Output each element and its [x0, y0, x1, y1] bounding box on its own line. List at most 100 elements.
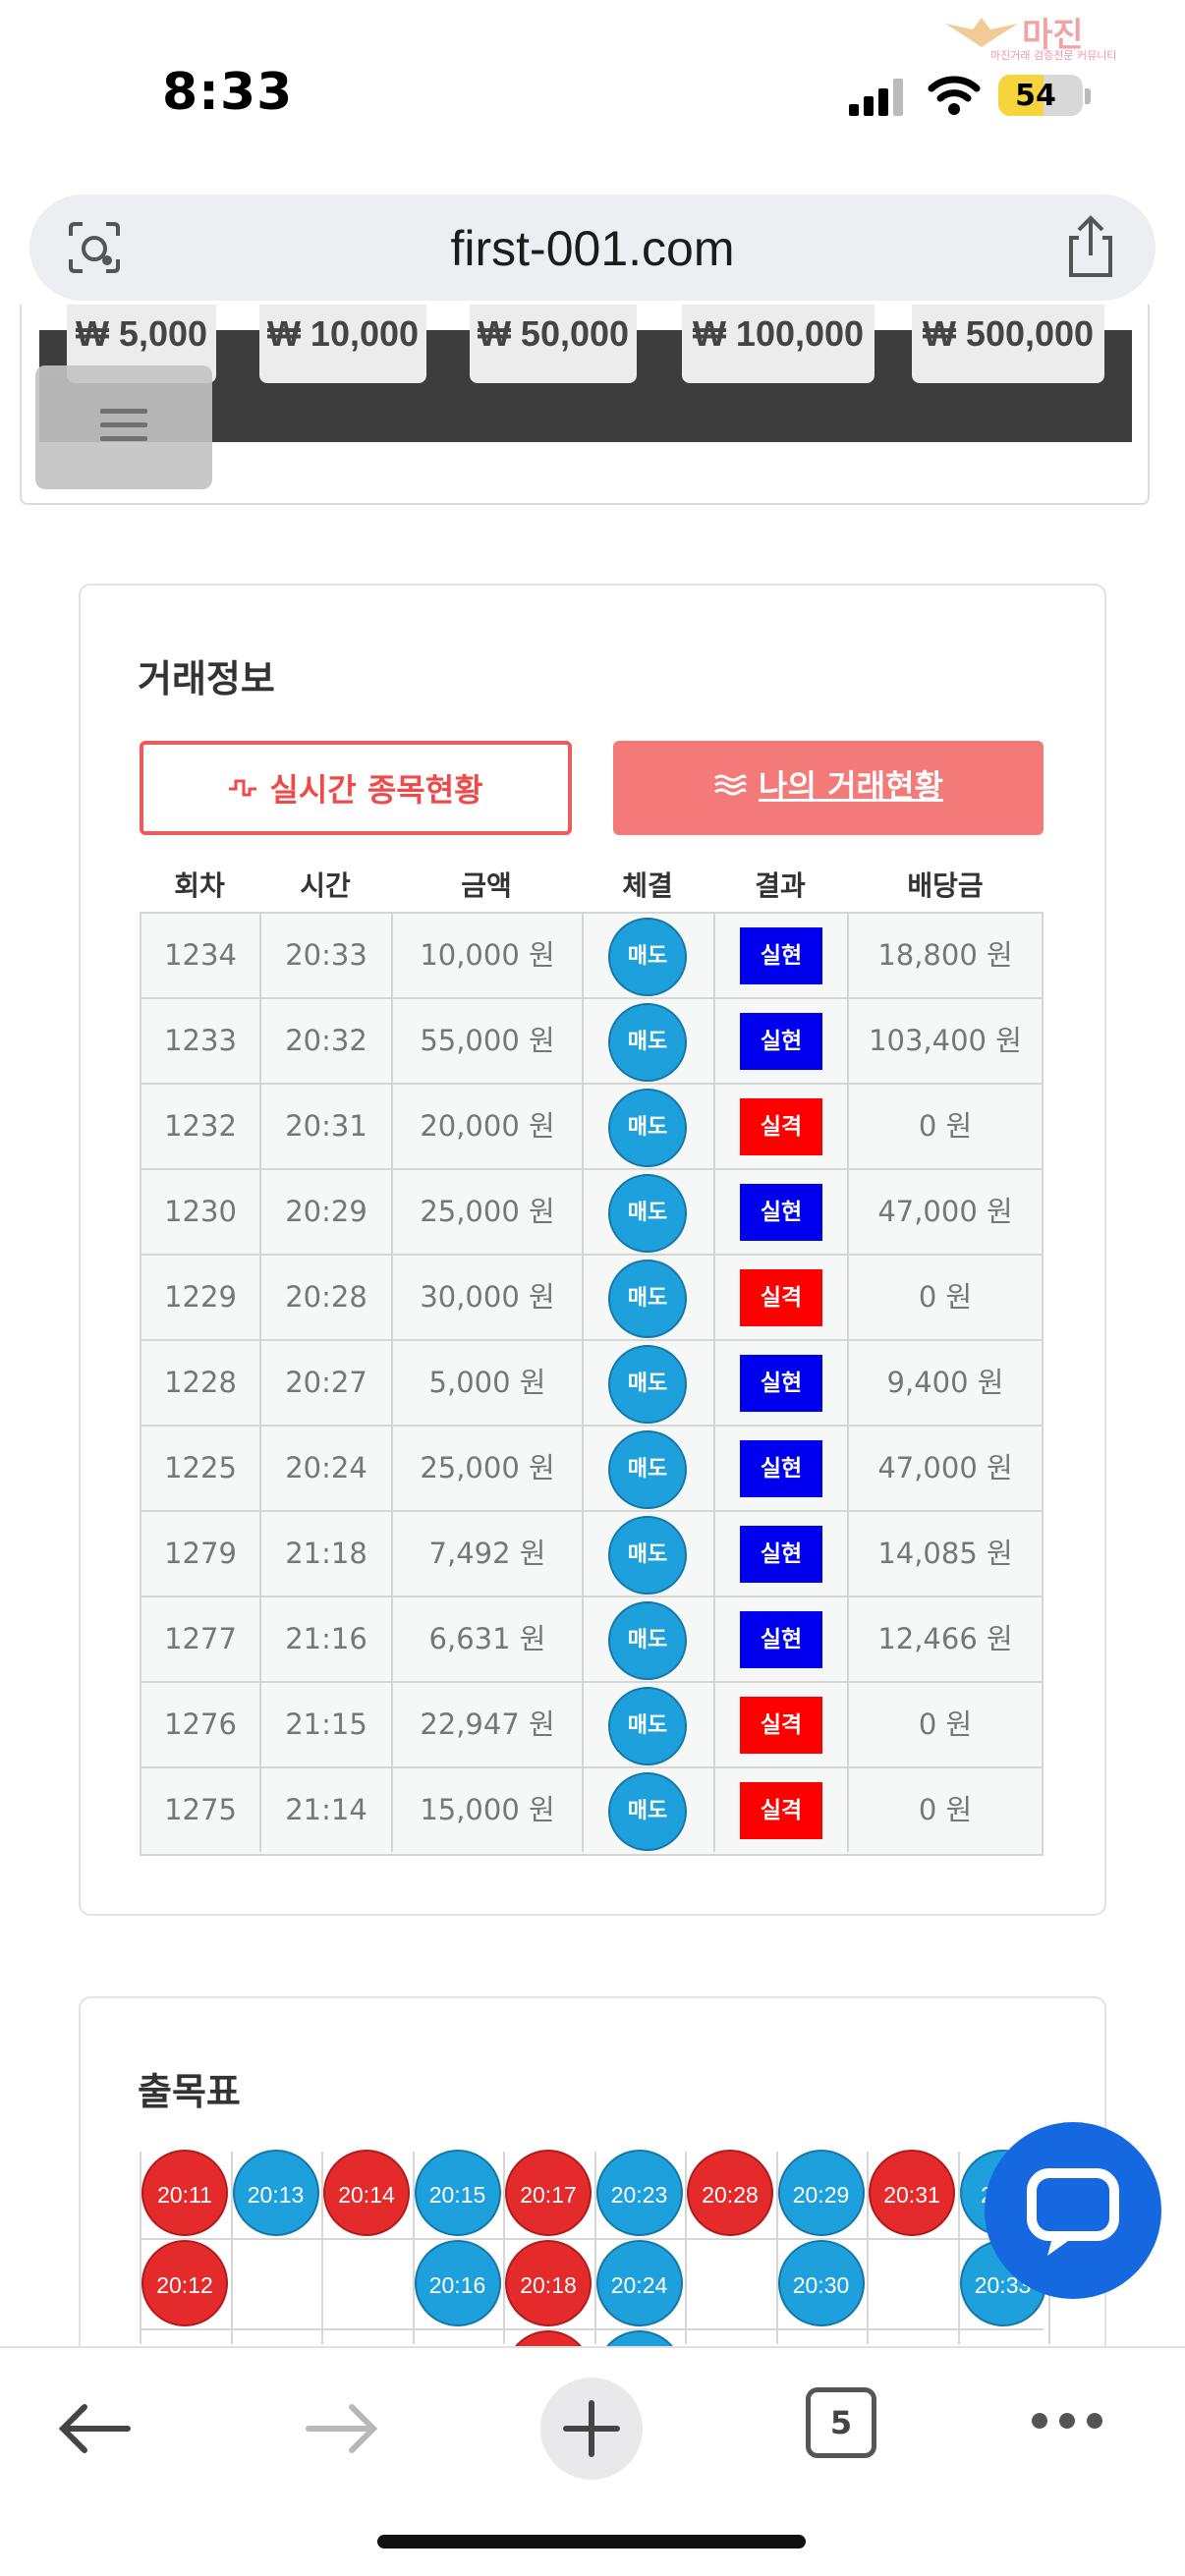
grid-line	[230, 2152, 233, 2344]
watermark-logo: 마진 마진거래 검증전문 커뮤니티	[943, 6, 1179, 63]
outcome-ball: 20:13	[232, 2150, 319, 2236]
outcome-ball: 20:15	[414, 2150, 501, 2236]
cell-round: 1275	[141, 1768, 261, 1852]
share-icon[interactable]	[1061, 214, 1120, 279]
cell-amount: 25,000 원	[393, 1170, 584, 1254]
header-fill: 체결	[622, 869, 673, 902]
plus-icon	[563, 2400, 620, 2457]
header-round: 회차	[174, 869, 225, 902]
table-row: 1275 21:14 15,000 원 매도 실격 0 원	[141, 1768, 1042, 1854]
sell-badge: 매도	[608, 1260, 687, 1338]
pulse-icon	[228, 745, 257, 835]
cell-round: 1230	[141, 1170, 261, 1254]
cell-fill: 매도	[584, 1427, 715, 1510]
cell-amount: 25,000 원	[393, 1427, 584, 1510]
cell-fill: 매도	[584, 1256, 715, 1339]
browser-toolbar: 5	[0, 2346, 1185, 2576]
cell-result: 실현	[715, 999, 849, 1083]
cell-time: 20:24	[261, 1427, 393, 1510]
chat-button[interactable]	[985, 2122, 1161, 2299]
result-badge: 실현	[740, 1355, 822, 1412]
outcome-ball: 20:16	[414, 2240, 501, 2326]
cell-time: 21:14	[261, 1768, 393, 1852]
cell-result: 실격	[715, 1768, 849, 1852]
grid-line	[140, 2238, 1044, 2240]
cell-payout: 0 원	[918, 1280, 973, 1314]
cell-result: 실현	[715, 1170, 849, 1254]
cell-payout: 0 원	[918, 1109, 973, 1143]
lens-camera-icon[interactable]	[65, 218, 124, 277]
new-tab-button[interactable]	[540, 2378, 643, 2480]
cell-fill: 매도	[584, 1085, 715, 1168]
waves-icon	[713, 741, 747, 831]
cell-time: 20:32	[261, 999, 393, 1083]
result-badge: 실격	[740, 1098, 822, 1155]
hamburger-menu-button[interactable]	[35, 365, 212, 489]
cell-round: 1279	[141, 1512, 261, 1596]
cell-payout: 9,400 원	[886, 1366, 1004, 1399]
result-badge: 실격	[740, 1697, 822, 1754]
grid-line	[140, 2328, 1044, 2330]
cell-fill: 매도	[584, 1341, 715, 1425]
back-arrow-icon[interactable]	[55, 2399, 134, 2458]
table-header: 회차 시간 금액 체결 결과 배당금	[140, 865, 1044, 914]
tab-my-trades[interactable]: 나의 거래현황	[613, 741, 1044, 835]
cell-payout: 0 원	[918, 1708, 973, 1741]
cell-amount: 30,000 원	[393, 1256, 584, 1339]
cell-amount: 7,492 원	[393, 1512, 584, 1596]
address-bar[interactable]: first-001.com	[29, 195, 1156, 301]
status-time: 8:33	[162, 63, 294, 122]
cell-round: 1276	[141, 1683, 261, 1766]
table-row: 1277 21:16 6,631 원 매도 실현 12,466 원	[141, 1597, 1042, 1683]
outcome-ball: 20:14	[323, 2150, 410, 2236]
cell-result: 실현	[715, 914, 849, 997]
forward-arrow-icon[interactable]	[303, 2399, 381, 2458]
status-bar: 8:33 54 마진 마진거래 검증전문 커뮤니티	[0, 0, 1185, 147]
table-row: 1232 20:31 20,000 원 매도 실격 0 원	[141, 1085, 1042, 1170]
home-indicator	[377, 2535, 806, 2548]
tab-live-label: 실시간 종목현황	[269, 771, 483, 809]
table-row: 1233 20:32 55,000 원 매도 실현 103,400 원	[141, 999, 1042, 1085]
sell-badge: 매도	[608, 1430, 687, 1509]
url-text[interactable]: first-001.com	[450, 221, 735, 276]
table-row: 1279 21:18 7,492 원 매도 실현 14,085 원	[141, 1512, 1042, 1597]
sell-badge: 매도	[608, 1345, 687, 1424]
outcome-ball: 20:11	[141, 2150, 228, 2236]
sell-badge: 매도	[608, 1772, 687, 1851]
outcome-ball: 20:30	[777, 2240, 865, 2326]
more-icon[interactable]	[1032, 2413, 1104, 2433]
trade-table: 1234 20:33 10,000 원 매도 실현 18,800 원 1233 20:32 55…	[140, 912, 1044, 1856]
outcome-ball: 20:31	[869, 2150, 955, 2236]
chart-title: 출목표	[138, 2070, 241, 2113]
grid-line	[503, 2152, 505, 2344]
chip-500000[interactable]: ₩ 500,000	[912, 305, 1104, 383]
header-time: 시간	[300, 869, 351, 902]
eagle-logo-icon	[945, 18, 1018, 47]
watermark-tagline: 마진거래 검증전문 커뮤니티	[990, 49, 1117, 62]
cell-round: 1229	[141, 1256, 261, 1339]
cell-payout: 47,000 원	[877, 1195, 1013, 1228]
cell-fill: 매도	[584, 1683, 715, 1766]
chip-100000[interactable]: ₩ 100,000	[682, 305, 875, 383]
result-badge: 실현	[740, 1184, 822, 1241]
sell-badge: 매도	[608, 1601, 687, 1680]
header-amount: 금액	[461, 869, 512, 902]
cell-time: 20:31	[261, 1085, 393, 1168]
cell-amount: 5,000 원	[393, 1341, 584, 1425]
grid-line	[412, 2152, 415, 2344]
tab-count-button[interactable]: 5	[806, 2387, 876, 2458]
result-badge: 실현	[740, 1440, 822, 1497]
cell-result: 실격	[715, 1085, 849, 1168]
tab-live-status[interactable]: 실시간 종목현황	[140, 741, 572, 835]
chip-10000[interactable]: ₩ 10,000	[259, 305, 426, 383]
sell-badge: 매도	[608, 1174, 687, 1253]
outcome-ball: 20:17	[505, 2150, 592, 2236]
result-badge: 실현	[740, 1013, 822, 1070]
battery-percent: 54	[1015, 79, 1056, 113]
chip-50000[interactable]: ₩ 50,000	[470, 305, 637, 383]
table-row: 1276 21:15 22,947 원 매도 실격 0 원	[141, 1683, 1042, 1768]
cell-amount: 20,000 원	[393, 1085, 584, 1168]
cell-result: 실현	[715, 1427, 849, 1510]
grid-line	[140, 2152, 141, 2344]
cell-time: 21:15	[261, 1683, 393, 1766]
